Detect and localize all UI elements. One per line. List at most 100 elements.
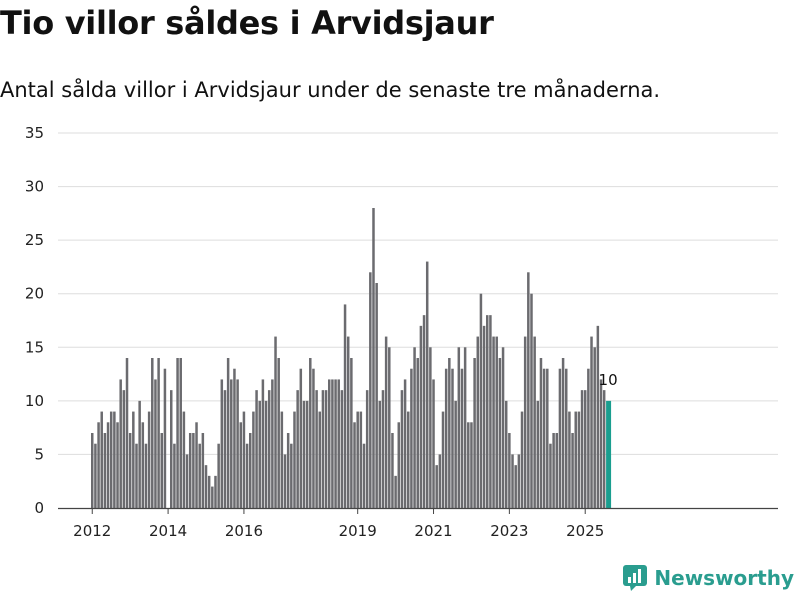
bar bbox=[185, 454, 189, 508]
bar bbox=[596, 325, 600, 508]
bar bbox=[568, 411, 571, 508]
bar bbox=[264, 400, 268, 508]
bar bbox=[106, 422, 110, 508]
bar bbox=[479, 293, 483, 508]
bar bbox=[536, 400, 540, 508]
bar bbox=[128, 433, 132, 508]
bars bbox=[91, 208, 612, 508]
bar bbox=[530, 293, 533, 508]
bar-highlight bbox=[606, 400, 612, 508]
bar bbox=[467, 422, 470, 508]
bar bbox=[533, 336, 536, 508]
bar bbox=[460, 368, 464, 508]
bar bbox=[403, 379, 407, 508]
bar bbox=[365, 390, 369, 508]
bar bbox=[574, 411, 577, 508]
bar bbox=[438, 454, 442, 508]
y-tick-label: 30 bbox=[25, 178, 44, 196]
bar bbox=[226, 358, 230, 508]
bar bbox=[375, 283, 378, 508]
bar bbox=[473, 358, 476, 508]
x-tick-label: 2014 bbox=[149, 522, 187, 540]
bar bbox=[214, 475, 217, 508]
bar bbox=[236, 379, 239, 508]
bar bbox=[274, 336, 277, 508]
y-tick-label: 35 bbox=[25, 124, 44, 142]
bar bbox=[255, 390, 258, 508]
bar bbox=[577, 411, 581, 508]
bar bbox=[413, 347, 416, 508]
bar bbox=[495, 336, 498, 508]
bar bbox=[277, 358, 280, 508]
bar bbox=[230, 379, 233, 508]
bar bbox=[318, 411, 322, 508]
bar bbox=[207, 475, 211, 508]
chart-subtitle: Antal sålda villor i Arvidsjaur under de… bbox=[0, 78, 661, 102]
bar bbox=[362, 443, 366, 508]
bar bbox=[290, 443, 293, 508]
bar bbox=[249, 433, 252, 508]
bar bbox=[419, 325, 423, 508]
bar bbox=[283, 454, 287, 508]
x-tick-label: 2023 bbox=[490, 522, 528, 540]
bar bbox=[482, 325, 486, 508]
bar bbox=[239, 422, 243, 508]
bar bbox=[429, 347, 432, 508]
bar bbox=[173, 443, 176, 508]
bar bbox=[160, 433, 164, 508]
bar bbox=[457, 347, 461, 508]
bar bbox=[558, 368, 562, 508]
bar bbox=[444, 368, 448, 508]
bar bbox=[201, 433, 205, 508]
bar bbox=[223, 390, 227, 508]
bar bbox=[103, 433, 107, 508]
bar bbox=[435, 465, 438, 508]
bar bbox=[296, 390, 299, 508]
bar bbox=[508, 433, 511, 508]
bar bbox=[305, 400, 309, 508]
bar bbox=[555, 433, 559, 508]
x-tick-label: 2019 bbox=[339, 522, 377, 540]
bar bbox=[286, 433, 290, 508]
bar bbox=[91, 433, 94, 508]
bar bbox=[498, 358, 502, 508]
bar bbox=[549, 443, 552, 508]
bar bbox=[271, 379, 274, 508]
bar bbox=[163, 368, 167, 508]
bar bbox=[113, 411, 116, 508]
bar bbox=[176, 358, 179, 508]
bar bbox=[211, 486, 214, 508]
bar bbox=[331, 379, 334, 508]
y-axis-ticks: 0 5 10 15 20 25 30 35 bbox=[25, 124, 44, 517]
bar bbox=[204, 465, 208, 508]
bar bbox=[328, 379, 331, 508]
y-tick-label: 0 bbox=[34, 499, 44, 517]
bar bbox=[397, 422, 401, 508]
bar bbox=[280, 411, 284, 508]
bar bbox=[315, 390, 318, 508]
bar bbox=[293, 411, 296, 508]
bar bbox=[580, 390, 584, 508]
bar bbox=[267, 390, 271, 508]
bar bbox=[198, 443, 201, 508]
bar bbox=[147, 411, 151, 508]
bar bbox=[542, 368, 546, 508]
bar bbox=[372, 208, 375, 508]
bar bbox=[353, 422, 356, 508]
bar bbox=[463, 347, 467, 508]
bar bbox=[233, 368, 236, 508]
bar bbox=[119, 379, 122, 508]
bar bbox=[132, 411, 135, 508]
bar bbox=[309, 358, 312, 508]
bar bbox=[441, 411, 445, 508]
bar bbox=[587, 368, 590, 508]
bar bbox=[151, 358, 154, 508]
bar bbox=[122, 390, 126, 508]
bar bbox=[381, 390, 385, 508]
bar bbox=[425, 261, 429, 508]
bar bbox=[220, 379, 224, 508]
bar bbox=[561, 358, 565, 508]
bar bbox=[476, 336, 480, 508]
bar bbox=[109, 411, 113, 508]
